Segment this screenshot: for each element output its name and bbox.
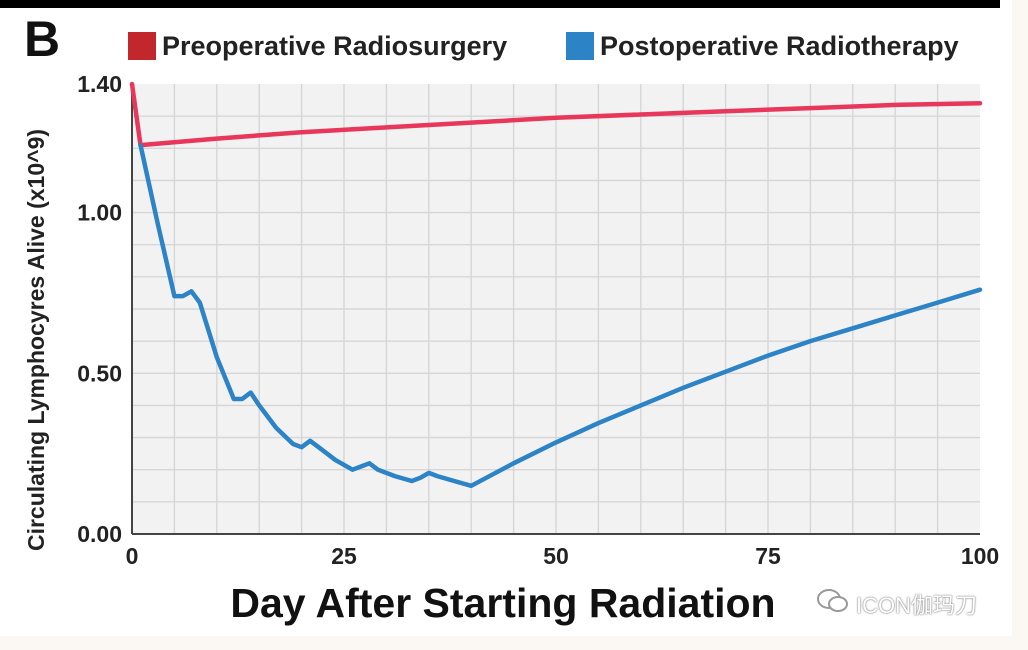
axes bbox=[131, 82, 980, 535]
x-tick-label: 0 bbox=[126, 543, 139, 569]
top-border-bar bbox=[0, 0, 1000, 8]
y-tick-label: 0.00 bbox=[77, 521, 122, 547]
x-tick-label: 50 bbox=[543, 543, 569, 569]
y-tick-label: 0.50 bbox=[77, 360, 122, 386]
x-tick-label: 100 bbox=[961, 543, 999, 569]
y-axis-label: Circulating Lymphocyres Alive (x10^9) bbox=[23, 129, 49, 551]
y-tick-label: 1.00 bbox=[77, 200, 122, 226]
y-tick-label: 1.40 bbox=[77, 71, 122, 97]
x-tick-label: 75 bbox=[755, 543, 781, 569]
tick-labels: 0 25 50 75 100 0.00 0.50 1.00 1.40 bbox=[77, 71, 999, 569]
watermark-text: ICON伽玛刀 bbox=[856, 593, 978, 618]
legend-label-postoperative: Postoperative Radiotherapy bbox=[600, 30, 959, 61]
wechat-icon bbox=[816, 588, 850, 620]
x-axis-label: Day After Starting Radiation bbox=[230, 580, 775, 626]
x-tick-label: 25 bbox=[331, 543, 357, 569]
legend-swatch-preoperative bbox=[128, 32, 156, 60]
series-line-postoperative bbox=[138, 142, 983, 489]
legend-label-preoperative: Preoperative Radiosurgery bbox=[162, 30, 508, 61]
legend-swatch-postoperative bbox=[566, 32, 594, 60]
watermark: ICON伽玛刀 bbox=[816, 588, 977, 620]
panel-label: B bbox=[24, 11, 61, 67]
series-line-preoperative bbox=[129, 81, 983, 148]
grid-lines bbox=[132, 84, 980, 534]
series-lines bbox=[129, 81, 983, 489]
line-chart: 0 25 50 75 100 0.00 0.50 1.00 1.40 Circulating L… bbox=[23, 71, 999, 626]
legend-item-postoperative: Postoperative Radiotherapy bbox=[566, 30, 959, 62]
figure-card: B Preoperative Radiosurgery Postoperativ… bbox=[0, 0, 1012, 636]
legend-item-preoperative: Preoperative Radiosurgery bbox=[128, 30, 507, 62]
